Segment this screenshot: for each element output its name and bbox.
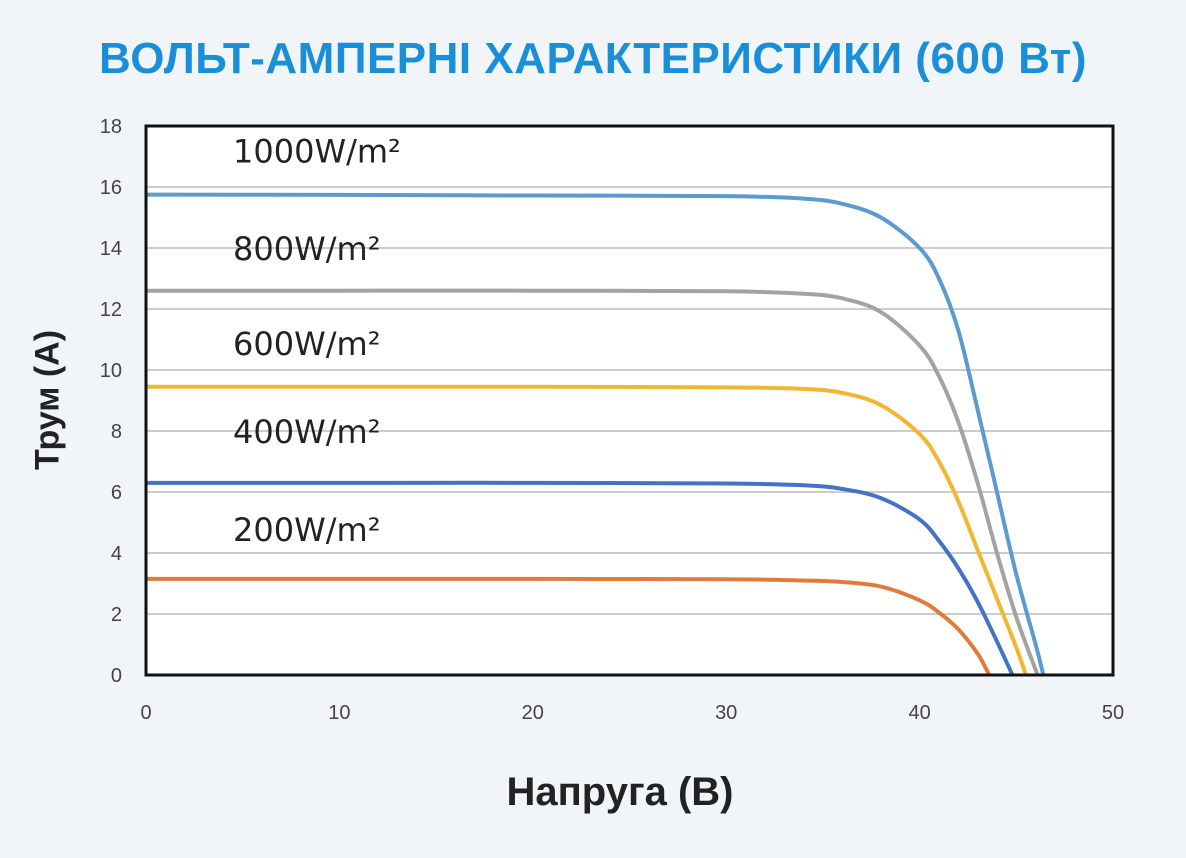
series-label-4: 400W/m²	[233, 413, 381, 451]
x-tick-label: 50	[1102, 702, 1124, 724]
y-tick-label: 14	[100, 238, 122, 260]
x-tick-label: 0	[140, 702, 151, 724]
y-tick-label: 8	[111, 421, 122, 443]
y-tick-label: 0	[111, 665, 122, 687]
y-tick-label: 18	[100, 116, 122, 138]
series-label-5: 200W/m²	[233, 511, 381, 549]
series-line-4	[145, 480, 1015, 676]
series-line-1	[145, 192, 1046, 676]
y-tick-label: 4	[111, 543, 122, 565]
y-tick-label: 2	[111, 604, 122, 626]
y-tick-label: 6	[111, 482, 122, 504]
series-label-2: 800W/m²	[233, 230, 381, 268]
y-tick-label: 16	[100, 177, 122, 199]
x-tick-label: 40	[908, 702, 930, 724]
chart-title: ВОЛЬТ-АМПЕРНІ ХАРАКТЕРИСТИКИ (600 Вт)	[99, 34, 1087, 83]
series-line-2	[146, 288, 1040, 676]
x-tick-label: 30	[715, 702, 737, 724]
x-tick-label: 20	[522, 702, 544, 724]
x-tick-label: 10	[328, 702, 350, 724]
plot-border	[144, 124, 1115, 677]
y-tick-label: 10	[100, 360, 122, 382]
plot-background	[146, 126, 1113, 675]
series-line-3	[146, 384, 1028, 676]
series-label-1: 1000W/m²	[233, 133, 401, 171]
y-tick-label: 12	[100, 299, 122, 321]
series-line-5	[145, 576, 991, 676]
x-axis-label: Напруга (В)	[506, 770, 734, 814]
series-label-3: 600W/m²	[233, 325, 381, 363]
